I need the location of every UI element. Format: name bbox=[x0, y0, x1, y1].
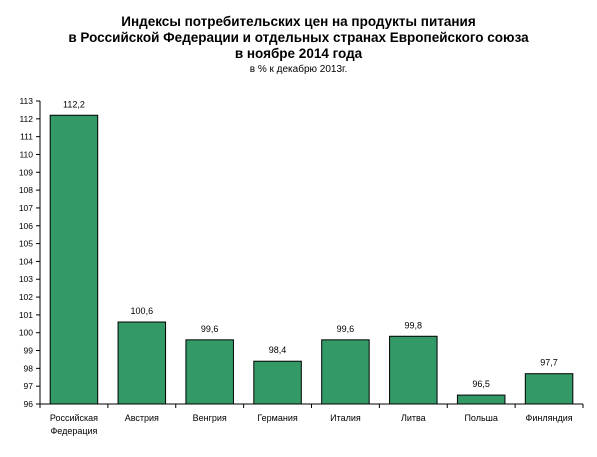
y-tick-label: 103 bbox=[19, 274, 33, 284]
chart-title-line-1: Индексы потребительских цен на продукты … bbox=[121, 14, 476, 29]
y-tick-label: 109 bbox=[19, 167, 33, 177]
bar bbox=[456, 394, 506, 405]
bar-value-label: 99,8 bbox=[405, 320, 423, 330]
category-label: Федерация bbox=[50, 426, 97, 436]
y-tick-label: 104 bbox=[19, 256, 33, 266]
y-tick-label: 110 bbox=[19, 149, 33, 159]
category-label: Австрия bbox=[125, 413, 159, 423]
y-tick-label: 99 bbox=[24, 346, 34, 356]
category-label: Российская bbox=[50, 413, 98, 423]
y-tick-label: 106 bbox=[19, 221, 33, 231]
bar bbox=[117, 321, 167, 405]
category-label: Германия bbox=[257, 413, 297, 423]
bar bbox=[49, 114, 99, 405]
category-label: Финляндия bbox=[526, 413, 573, 423]
y-tick-label: 96 bbox=[24, 399, 34, 409]
y-tick-label: 111 bbox=[20, 132, 33, 142]
bar bbox=[389, 335, 438, 405]
category-label: Литва bbox=[401, 413, 426, 423]
bar-value-label: 112,2 bbox=[63, 99, 85, 109]
bar bbox=[253, 360, 302, 405]
chart-title-line-2: в Российской Федерации и отдельных стран… bbox=[68, 30, 529, 45]
chart-title-line-3: в ноябре 2014 года bbox=[234, 46, 363, 61]
y-tick-label: 105 bbox=[19, 239, 33, 249]
y-tick-label: 102 bbox=[19, 292, 33, 302]
bar-value-label: 97,7 bbox=[540, 358, 558, 368]
y-tick-label: 107 bbox=[19, 203, 33, 213]
chart-title-block: Индексы потребительских цен на продукты … bbox=[0, 14, 597, 76]
chart-subtitle: в % к декабрю 2013г. bbox=[249, 64, 348, 75]
bar-value-label: 96,5 bbox=[472, 379, 490, 389]
y-tick-label: 113 bbox=[19, 96, 33, 106]
y-tick-label: 100 bbox=[19, 328, 33, 338]
y-tick-label: 98 bbox=[24, 363, 34, 373]
bar-value-label: 98,4 bbox=[269, 345, 287, 355]
bar bbox=[185, 339, 234, 405]
y-tick-label: 112 bbox=[19, 114, 33, 124]
bar-value-label: 99,6 bbox=[337, 324, 355, 334]
y-tick-label: 108 bbox=[19, 185, 33, 195]
y-tick-label: 101 bbox=[19, 310, 33, 320]
category-label: Польша bbox=[464, 413, 497, 423]
bar-value-label: 99,6 bbox=[201, 324, 219, 334]
bar bbox=[524, 373, 574, 405]
y-tick-label: 97 bbox=[24, 381, 34, 391]
category-label: Венгрия bbox=[193, 413, 227, 423]
bar bbox=[321, 339, 370, 405]
bar-value-label: 100,6 bbox=[131, 306, 154, 316]
category-label: Италия bbox=[330, 413, 361, 423]
